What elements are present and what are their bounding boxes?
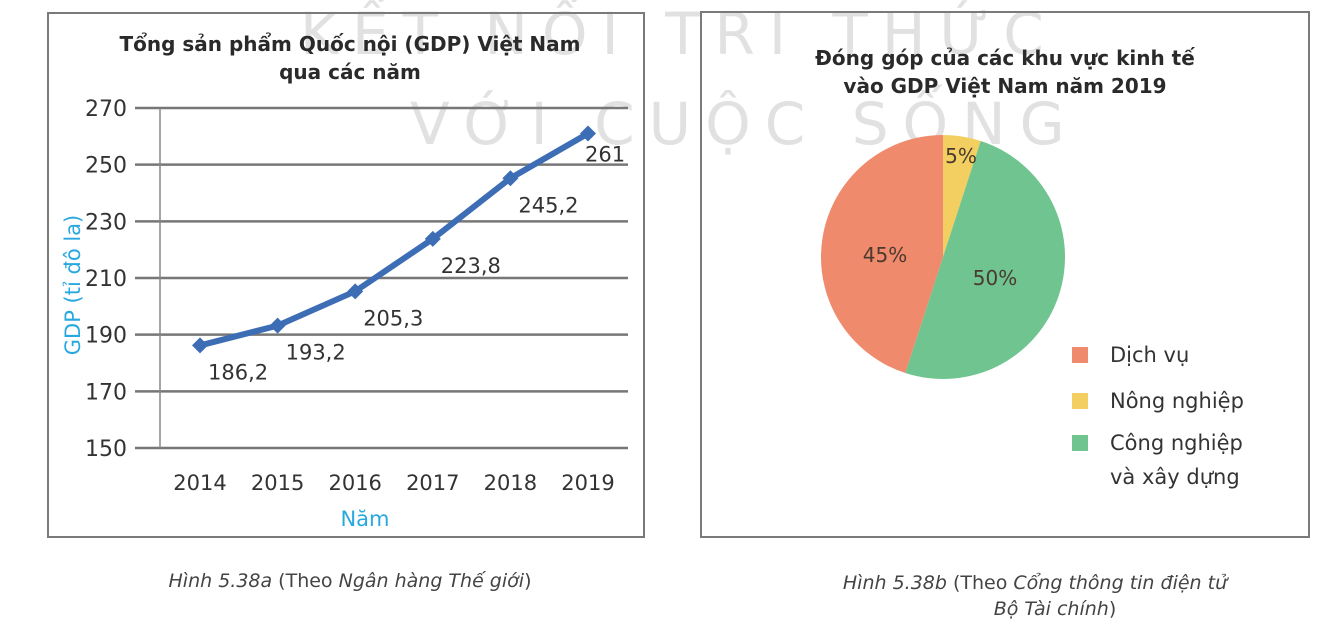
legend-swatch xyxy=(1072,393,1088,409)
caption-b: Hình 5.38b (Theo Cổng thông tin điện tử … xyxy=(740,570,1321,622)
pie-chart-frame xyxy=(700,11,1310,538)
y-tick-label: 230 xyxy=(85,210,127,235)
data-point-marker xyxy=(502,170,519,187)
y-tick-label: 150 xyxy=(85,437,127,462)
caption-source: Cổng thông tin điện tử xyxy=(1013,572,1228,594)
data-point-marker xyxy=(424,230,441,247)
legend-label: Nông nghiệp xyxy=(1110,389,1244,413)
y-tick-label: 170 xyxy=(85,380,127,405)
caption-text: ) xyxy=(1108,598,1117,620)
legend-item-cong-nghiep: Công nghiệp và xây dựng xyxy=(1072,428,1243,492)
legend-swatch xyxy=(1072,435,1088,451)
caption-text: (Theo xyxy=(272,570,339,592)
legend-item-nong-nghiep: Nông nghiệp xyxy=(1072,386,1244,416)
gdp-line xyxy=(199,130,590,349)
data-point-marker xyxy=(269,317,286,334)
data-point-marker xyxy=(192,337,208,354)
caption-source: Ngân hàng Thế giới xyxy=(338,570,525,592)
x-tick-label: 2017 xyxy=(406,471,459,495)
slice-label: 5% xyxy=(945,144,977,168)
line-chart-title: Tổng sản phẩm Quốc nội (GDP) Việt Nam qu… xyxy=(60,30,640,86)
pie-slice xyxy=(943,135,981,257)
legend-label: Dịch vụ xyxy=(1110,343,1190,367)
x-tick-label: 2019 xyxy=(561,471,614,495)
caption-a: Hình 5.38a (Theo Ngân hàng Thế giới) xyxy=(60,568,640,594)
data-label: 245,2 xyxy=(518,193,578,217)
x-tick-label: 2018 xyxy=(484,471,537,495)
y-tick-label: 270 xyxy=(85,97,127,122)
pie-chart-title: Đóng góp của các khu vực kinh tế vào GDP… xyxy=(710,44,1300,100)
line-chart-frame xyxy=(47,12,645,538)
x-tick-label: 2015 xyxy=(251,471,304,495)
legend-label: và xây dựng xyxy=(1110,465,1240,489)
data-label: 186,2 xyxy=(208,360,268,384)
x-tick-label: 2016 xyxy=(328,471,381,495)
data-label: 261 xyxy=(585,143,625,167)
title-line: vào GDP Việt Nam năm 2019 xyxy=(843,74,1167,98)
figure-number: Hình 5.38a xyxy=(168,570,273,592)
figure-number: Hình 5.38b xyxy=(842,572,947,594)
legend-label: Công nghiệp xyxy=(1110,431,1243,455)
pie-slice xyxy=(905,140,1065,379)
pie-slice xyxy=(820,135,943,374)
x-tick-label: 2014 xyxy=(173,471,226,495)
data-point-marker xyxy=(580,125,596,142)
legend-swatch xyxy=(1072,347,1088,363)
data-label: 193,2 xyxy=(286,341,346,365)
title-line: Tổng sản phẩm Quốc nội (GDP) Việt Nam xyxy=(119,32,581,56)
y-axis-title: GDP (tỉ đô la) xyxy=(61,215,85,355)
slice-label: 50% xyxy=(973,266,1017,290)
title-line: qua các năm xyxy=(279,60,421,84)
y-tick-label: 190 xyxy=(85,324,127,349)
y-tick-label: 210 xyxy=(85,267,127,292)
data-label: 223,8 xyxy=(441,254,501,278)
x-axis-title: Năm xyxy=(340,507,389,531)
y-tick-label: 250 xyxy=(85,154,127,179)
data-label: 205,3 xyxy=(363,306,423,330)
slice-label: 45% xyxy=(863,243,907,267)
data-point-marker xyxy=(347,283,364,300)
legend-item-dich-vu: Dịch vụ xyxy=(1072,340,1189,370)
caption-text: ) xyxy=(524,570,532,592)
caption-source: Bộ Tài chính xyxy=(993,598,1109,620)
caption-text: (Theo xyxy=(946,572,1014,594)
title-line: Đóng góp của các khu vực kinh tế xyxy=(815,46,1195,70)
